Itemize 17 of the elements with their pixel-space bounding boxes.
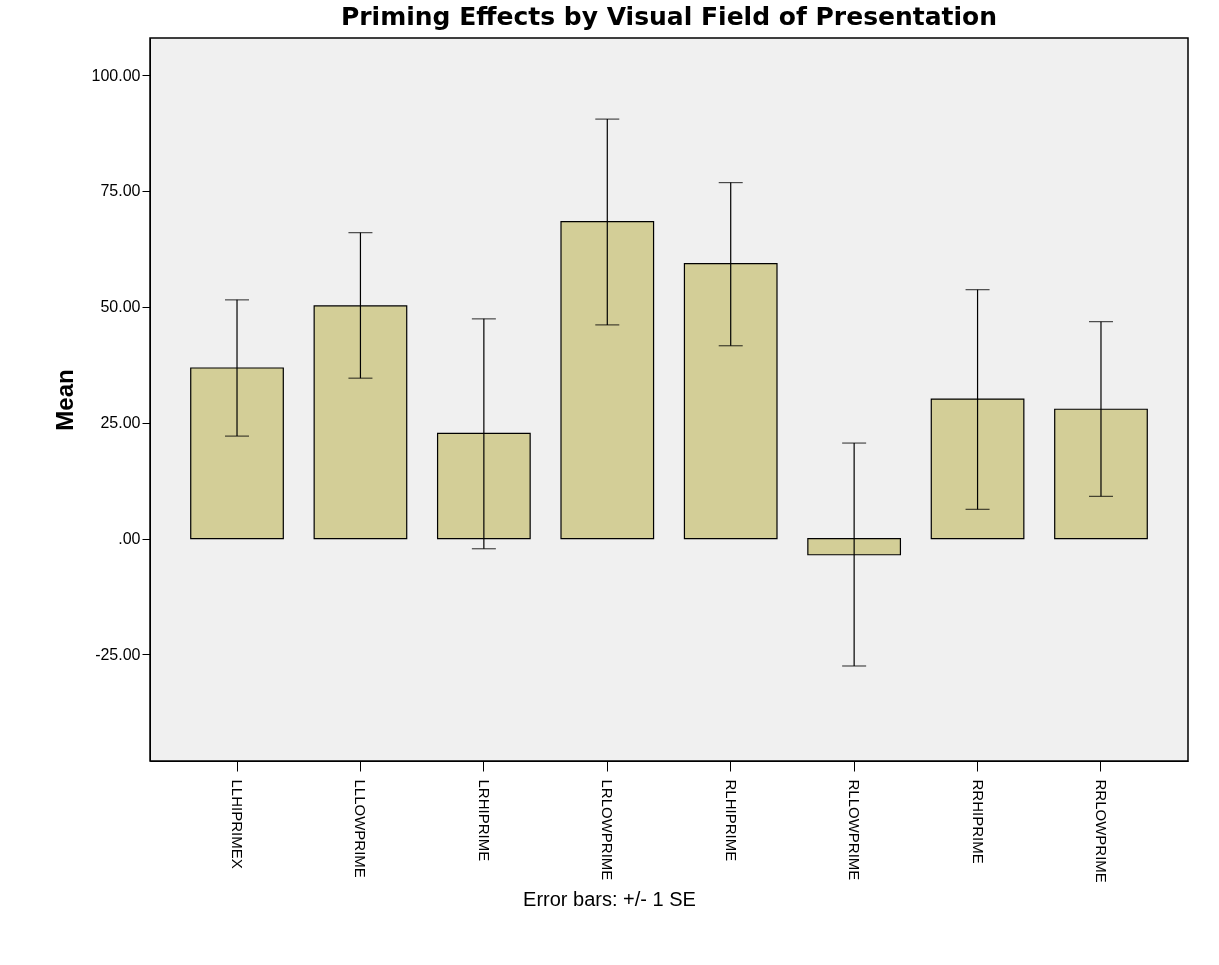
x-tick-label: LLHIPRIMEX xyxy=(229,779,247,869)
x-tick-label: LRLOWPRIME xyxy=(599,779,617,881)
x-tick-label: RLLOWPRIME xyxy=(846,779,864,881)
y-tick-label: 100.00 xyxy=(91,66,141,84)
x-tick-label: RRLOWPRIME xyxy=(1092,779,1110,883)
chart-title: Priming Effects by Visual Field of Presentation xyxy=(340,2,998,31)
y-tick-label: 75.00 xyxy=(100,182,141,200)
y-tick-label: .00 xyxy=(118,530,141,548)
x-tick-label: RLHIPRIME xyxy=(722,779,740,862)
x-tick-label: RRHIPRIME xyxy=(969,779,987,864)
y-axis-title: Mean xyxy=(50,369,78,431)
text: Error bars: +/- 1 SE xyxy=(522,888,697,911)
y-tick-label: 25.00 xyxy=(100,414,141,432)
x-tick-label: LLLOWPRIME xyxy=(352,779,370,878)
y-tick-label: -25.00 xyxy=(95,645,141,663)
x-tick-label: LRHIPRIME xyxy=(475,779,493,862)
y-tick-label: 50.00 xyxy=(100,298,141,316)
